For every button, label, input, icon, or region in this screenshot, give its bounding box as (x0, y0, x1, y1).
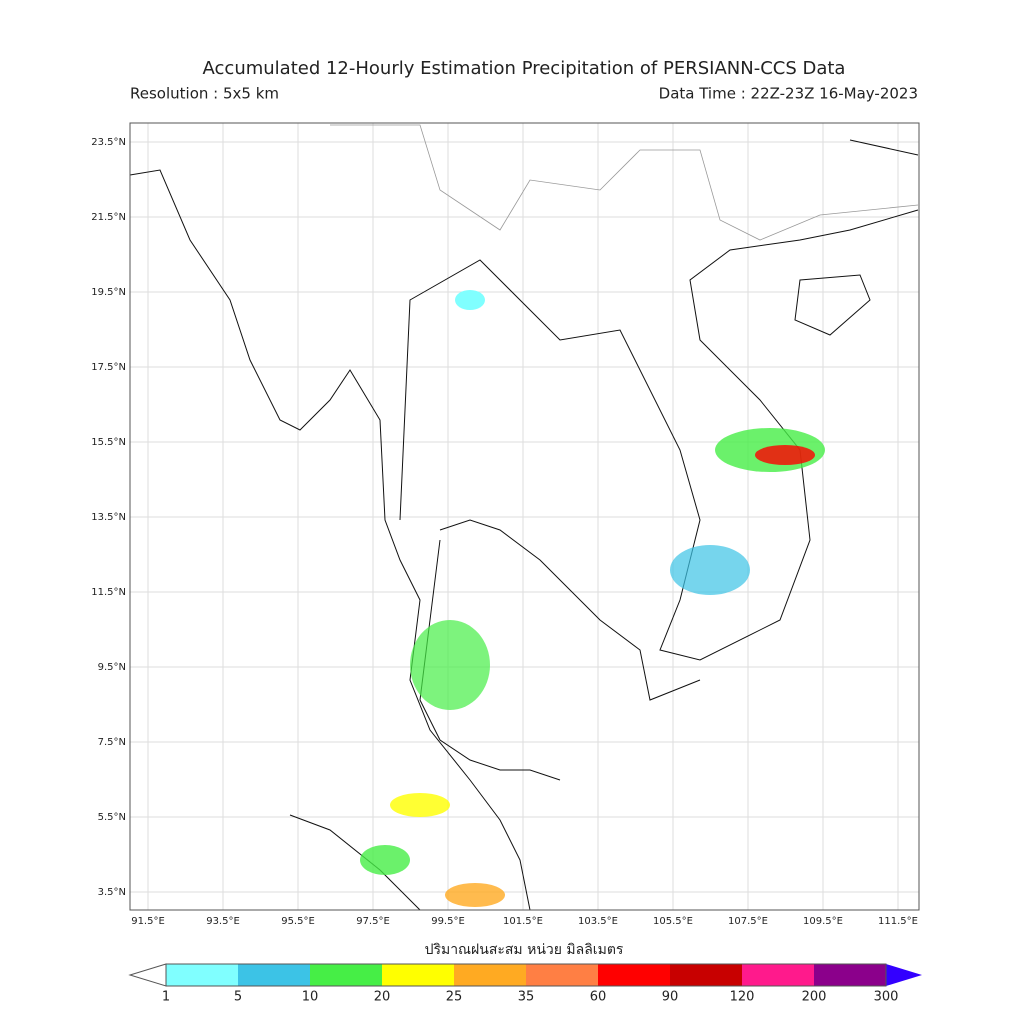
colorbar-tick: 200 (802, 990, 827, 1005)
colorbar-tick: 1 (162, 990, 170, 1005)
colorbar-tick: 35 (518, 990, 535, 1005)
title: Accumulated 12-Hourly Estimation Precipi… (203, 58, 846, 79)
lon-label: 103.5°E (578, 916, 618, 927)
colorbar: 1 5 10 20 25 35 60 90 120 200 300 (128, 963, 922, 1005)
colorbar-tick: 300 (874, 990, 899, 1005)
lon-label: 107.5°E (728, 916, 768, 927)
coast (439, 519, 701, 701)
lon-label: 101.5°E (503, 916, 543, 927)
lon-label: 95.5°E (281, 916, 315, 927)
lat-label: 21.5°N (91, 212, 126, 223)
lon-label: 109.5°E (803, 916, 843, 927)
colorbar-segment (814, 964, 886, 986)
coast (129, 169, 531, 911)
lon-label: 91.5°E (131, 916, 165, 927)
lat-label: 23.5°N (91, 137, 126, 148)
lat-label: 19.5°N (91, 287, 126, 298)
rain-area (390, 793, 450, 817)
lat-label: 9.5°N (98, 662, 126, 673)
colorbar-segment (598, 964, 670, 986)
lat-label: 5.5°N (98, 812, 126, 823)
colorbar-segment (310, 964, 382, 986)
lon-label: 97.5°E (356, 916, 390, 927)
colorbar-outline (165, 963, 887, 987)
border (330, 124, 919, 241)
colorbar-segment (670, 964, 742, 986)
lat-label: 17.5°N (91, 362, 126, 373)
lat-label: 15.5°N (91, 437, 126, 448)
resolution: Resolution : 5x5 km (130, 85, 279, 103)
lon-label: 93.5°E (206, 916, 240, 927)
map-frame (129, 122, 920, 911)
rain-area (360, 845, 410, 875)
lat-label: 7.5°N (98, 737, 126, 748)
map-shapes (129, 124, 919, 911)
colorbar-tick: 10 (302, 990, 319, 1005)
rain-area (455, 290, 485, 310)
colorbar-over (886, 964, 922, 986)
lon-label: 99.5°E (431, 916, 465, 927)
colorbar-segment (382, 964, 454, 986)
colorbar-tick: 60 (590, 990, 607, 1005)
coast (399, 209, 919, 661)
lon-label: 105.5°E (653, 916, 693, 927)
lat-label: 3.5°N (98, 887, 126, 898)
colorbar-segment (166, 964, 238, 986)
colorbar-tick: 90 (662, 990, 679, 1005)
coast (289, 139, 919, 911)
legend-title: ปริมาณฝนสะสม หน่วย มิลลิเมตร (425, 942, 624, 958)
colorbar-segment (526, 964, 598, 986)
lat-label: 11.5°N (91, 587, 126, 598)
colorbar-segment (238, 964, 310, 986)
graticule: 23.5°N 21.5°N 19.5°N 17.5°N 15.5°N 13.5°N 11.5… (91, 123, 919, 927)
rain-area (410, 620, 490, 710)
colorbar-segment (742, 964, 814, 986)
colorbar-tick: 20 (374, 990, 391, 1005)
colorbar-under (128, 963, 167, 987)
colorbar-segment (454, 964, 526, 986)
lat-label: 13.5°N (91, 512, 126, 523)
colorbar-tick: 25 (446, 990, 463, 1005)
rain-area (670, 545, 750, 595)
lon-label: 111.5°E (878, 916, 918, 927)
precipitation (360, 290, 825, 907)
rain-area (755, 445, 815, 465)
colorbar-tick: 120 (730, 990, 755, 1005)
colorbar-tick: 5 (234, 990, 242, 1005)
rain-area (445, 883, 505, 907)
data-time: Data Time : 22Z-23Z 16-May-2023 (659, 85, 918, 103)
